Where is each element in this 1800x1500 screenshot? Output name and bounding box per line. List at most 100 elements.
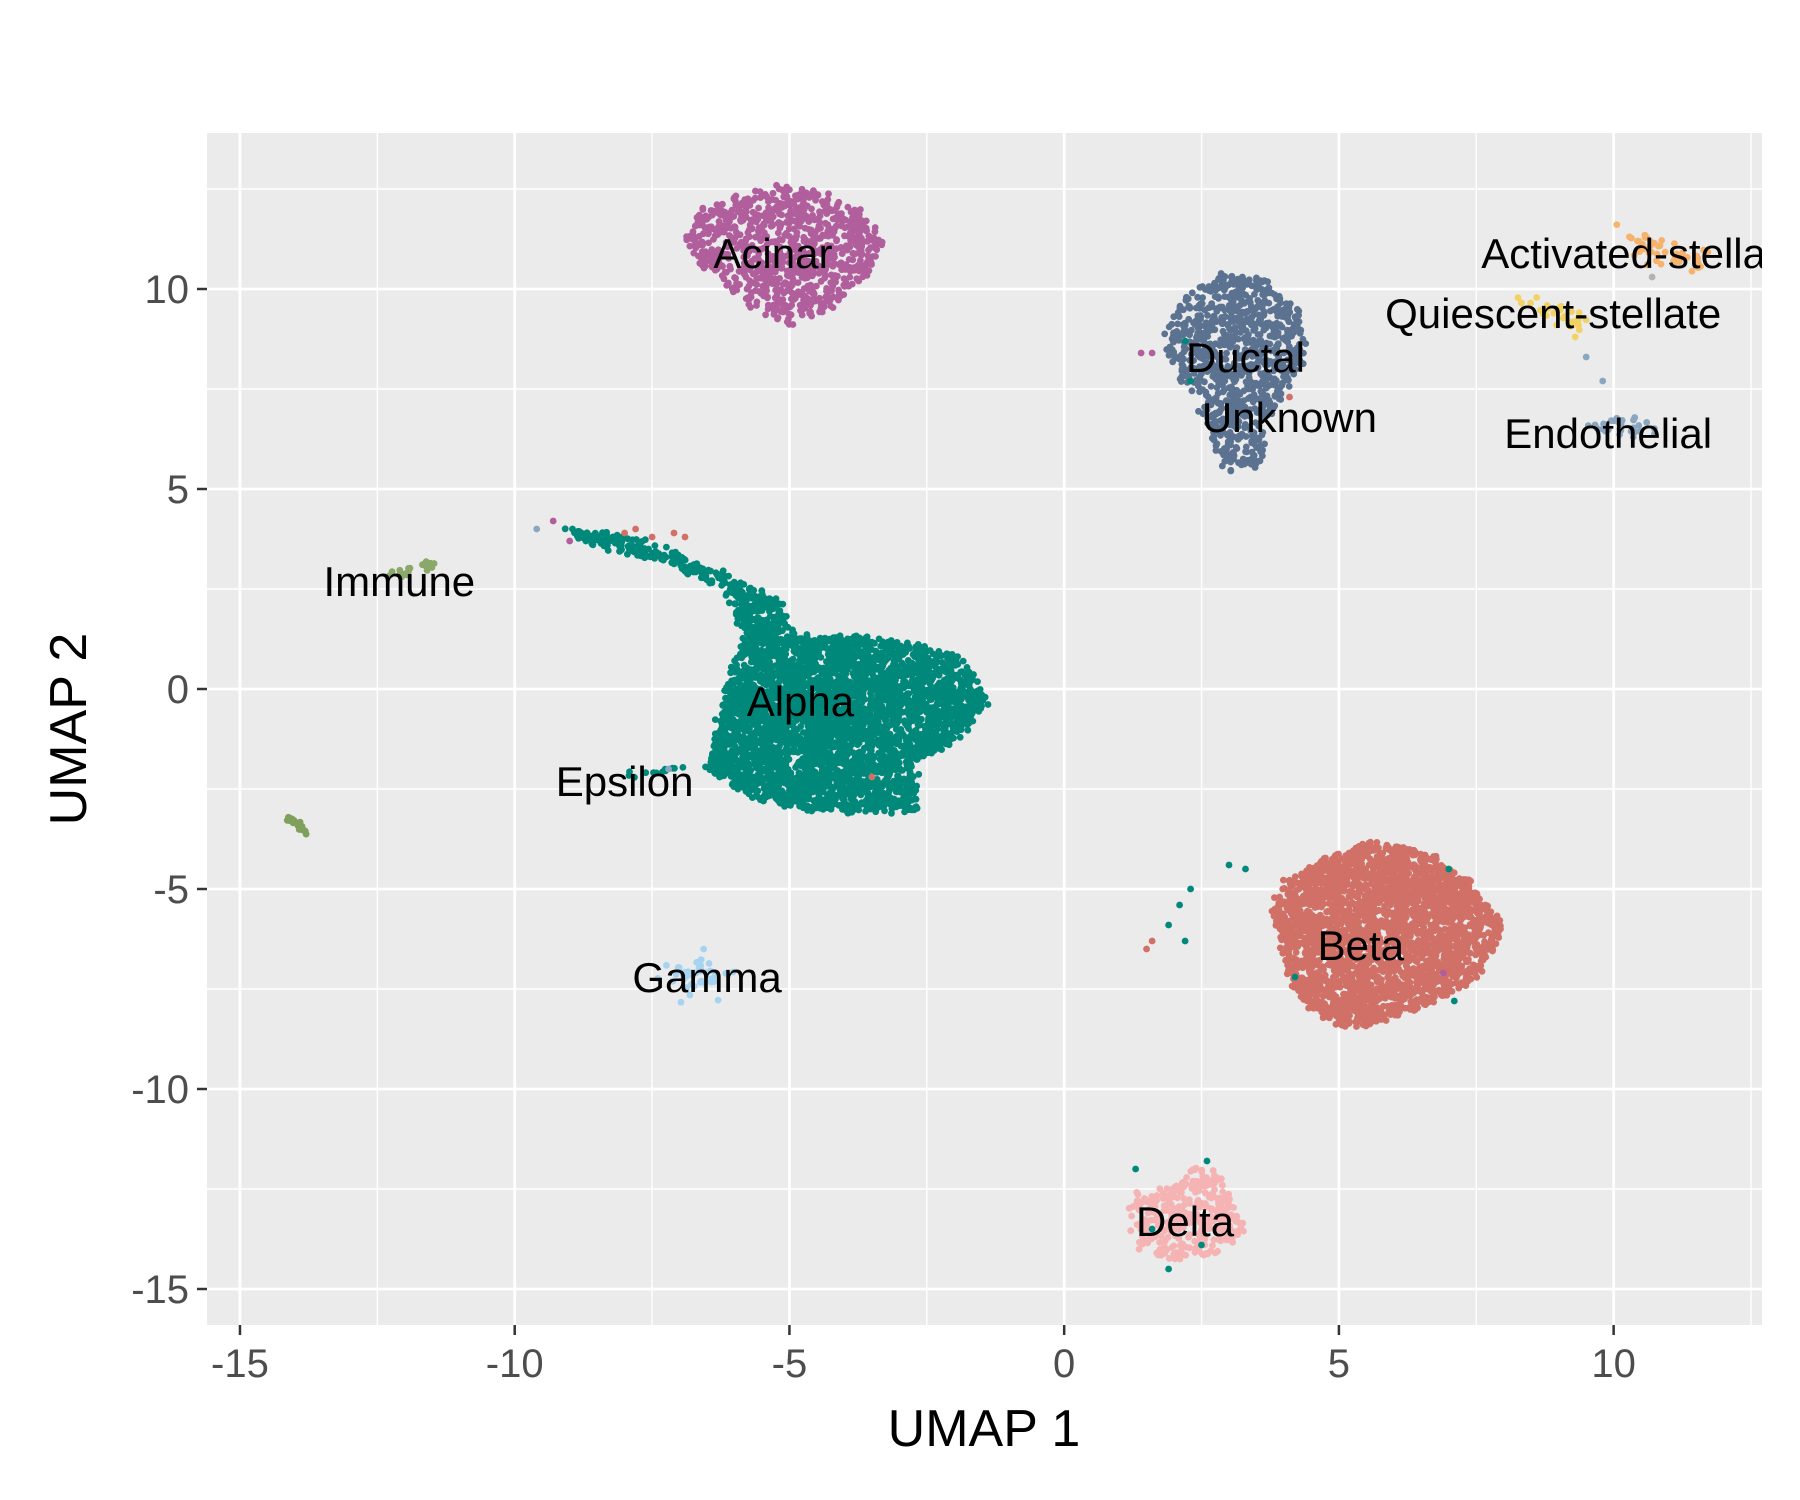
point-ductal (1174, 309, 1182, 317)
point-ductal (1194, 380, 1202, 388)
point-acinar (730, 212, 738, 220)
point-ductal (1243, 281, 1251, 288)
point-acinar (747, 260, 755, 268)
point-acinar (834, 216, 841, 224)
point-acinar (729, 236, 737, 244)
point-ductal (1229, 449, 1237, 456)
point-acinar (841, 224, 849, 232)
point-acinar (705, 239, 712, 247)
point-ductal (1194, 293, 1201, 301)
point-acinar (824, 227, 832, 235)
point-acinar (765, 302, 773, 309)
point-ductal (1230, 281, 1238, 288)
point-acinar (808, 312, 815, 320)
point-ductal (1221, 457, 1229, 465)
point-acinar (771, 294, 779, 302)
point-ductal (1161, 330, 1169, 338)
point-acinar (786, 303, 794, 311)
point-ductal (1208, 300, 1216, 307)
point-alpha (561, 525, 569, 533)
point-acinar (750, 279, 758, 287)
point-acinar (832, 245, 840, 253)
point-acinar (847, 218, 854, 226)
point-acinar (842, 279, 850, 286)
point-acinar (696, 259, 704, 267)
point-alpha (746, 586, 753, 594)
point-acinar (878, 238, 886, 246)
point-acinar (772, 301, 779, 309)
point-acinar (833, 236, 840, 244)
point-acinar (798, 185, 806, 193)
point-acinar (821, 201, 828, 209)
point-ductal (1211, 293, 1219, 300)
point-ductal (1236, 302, 1244, 309)
point-ductal (1257, 320, 1265, 327)
point-acinar (873, 246, 881, 254)
point-acinar (740, 247, 747, 254)
point-ductal (1233, 386, 1241, 394)
point-activated-stellate (1613, 221, 1621, 229)
point-ductal (1246, 295, 1253, 302)
point-acinar (695, 232, 703, 240)
point-ductal (1282, 300, 1290, 308)
point-ductal (1170, 348, 1178, 356)
point-ductal (1224, 441, 1232, 449)
point-acinar (722, 239, 730, 246)
point-acinar (753, 268, 761, 276)
point-acinar (771, 308, 778, 315)
point-acinar (700, 264, 708, 272)
point-acinar (763, 193, 770, 201)
point-ductal (1278, 308, 1285, 316)
point-acinar (835, 198, 843, 206)
point-acinar (848, 280, 856, 288)
point-acinar (815, 269, 823, 277)
point-ductal (1265, 319, 1273, 327)
point-acinar (772, 262, 779, 270)
point-acinar (829, 282, 837, 290)
point-acinar (867, 244, 874, 251)
point-alpha (844, 809, 852, 817)
point-acinar (700, 250, 707, 258)
point-acinar (813, 282, 820, 290)
point-acinar (759, 234, 767, 242)
point-ductal (1258, 299, 1266, 307)
point-ductal (1242, 443, 1250, 451)
point-ductal (1195, 407, 1202, 415)
point-acinar (736, 231, 744, 239)
point-acinar (740, 263, 748, 271)
point-acinar (789, 321, 797, 328)
point-acinar (778, 236, 786, 244)
point-acinar (705, 213, 712, 221)
point-acinar (737, 216, 744, 224)
point-acinar (838, 250, 846, 257)
point-acinar (731, 197, 739, 205)
point-acinar (787, 295, 795, 303)
point-ductal (1253, 382, 1261, 389)
point-alpha (916, 746, 924, 753)
point-ductal (1220, 272, 1228, 280)
point-acinar (753, 302, 760, 309)
point-ductal (1204, 325, 1212, 332)
point-acinar (844, 203, 852, 211)
point-alpha (725, 599, 733, 607)
point-ductal (1248, 448, 1256, 456)
point-ductal (1285, 383, 1293, 390)
point-acinar (783, 218, 790, 226)
point-ductal (1264, 278, 1271, 286)
point-acinar (803, 299, 811, 306)
point-ductal (1275, 292, 1283, 300)
point-ductal (1196, 284, 1204, 291)
point-acinar (775, 199, 783, 207)
point-acinar (762, 311, 769, 319)
point-acinar (734, 280, 742, 288)
point-acinar (774, 286, 782, 293)
point-acinar (800, 285, 808, 293)
point-ductal (1188, 326, 1195, 334)
point-acinar (752, 187, 759, 195)
point-acinar (749, 208, 757, 216)
point-acinar (846, 273, 854, 281)
point-acinar (810, 246, 818, 254)
point-ductal (1239, 290, 1247, 297)
point-acinar (812, 196, 819, 204)
point-alpha (699, 565, 707, 573)
